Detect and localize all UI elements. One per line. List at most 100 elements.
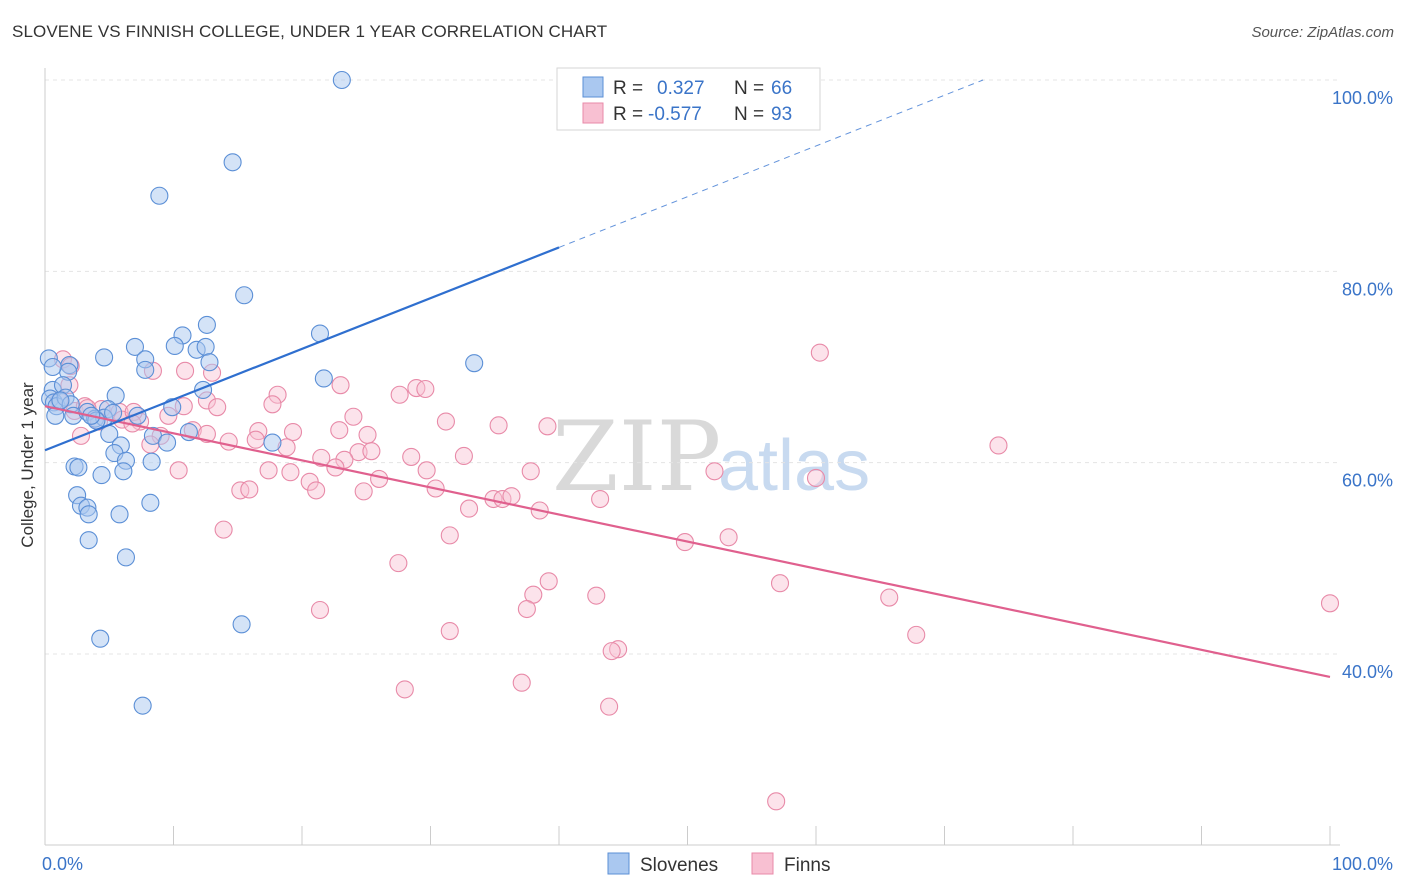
finns-point: [208, 398, 227, 417]
y-tick-label-80: 80.0%: [1342, 279, 1393, 299]
finns-point: [512, 673, 531, 692]
finns-point: [880, 588, 899, 607]
slovenes-point: [125, 337, 144, 356]
finns-point: [459, 499, 479, 518]
finns-point: [416, 379, 435, 399]
slovenes-point: [141, 493, 160, 512]
finns-point: [358, 425, 377, 444]
x-tick-label-0: 0.0%: [42, 854, 83, 874]
finns-point: [344, 407, 363, 426]
slovenes-point: [200, 353, 219, 372]
finns-point: [268, 385, 287, 404]
finns-trend-line: [44, 405, 1331, 679]
bottom-legend: Slovenes Finns: [607, 852, 830, 876]
finns-point: [600, 697, 619, 716]
finns-point: [176, 361, 195, 380]
finns-point: [281, 463, 300, 482]
finns-point: [169, 461, 188, 480]
slovenes-point: [79, 505, 98, 524]
legend-slovenes-n-label: N =: [734, 78, 764, 99]
finns-point: [395, 680, 414, 699]
finns-point: [521, 462, 540, 481]
finns-point: [806, 468, 826, 488]
legend-finns-n-value: 93: [771, 104, 792, 125]
slovenes-trend-extension: [558, 79, 984, 248]
finns-point: [489, 416, 508, 435]
finns-point: [240, 480, 259, 499]
legend-slovenes-n-value: 66: [771, 78, 792, 99]
y-tick-label-40: 40.0%: [1342, 662, 1393, 682]
slovenes-point: [197, 315, 216, 334]
source-credit: Source: ZipAtlas.com: [1251, 24, 1394, 41]
x-tick-label-100: 100.0%: [1332, 854, 1393, 874]
finns-point: [602, 642, 621, 661]
slovenes-trend-line: [44, 246, 560, 452]
finns-point: [389, 554, 408, 573]
finns-point: [436, 412, 455, 431]
slovenes-point: [263, 433, 282, 452]
finns-point: [362, 442, 381, 461]
y-tick-label-100: 100.0%: [1332, 88, 1393, 108]
slovenes-point: [114, 462, 133, 481]
legend-slovenes-r-label: R =: [613, 78, 643, 99]
finns-point: [331, 376, 350, 395]
finns-point: [263, 395, 282, 414]
slovenes-point: [95, 348, 114, 367]
watermark-zip: ZIP: [552, 401, 721, 513]
finns-point: [440, 526, 459, 545]
slovenes-point: [69, 458, 88, 477]
slovenes-point: [136, 360, 155, 379]
slovenes-points: [39, 70, 484, 715]
slovenes-point: [92, 466, 111, 485]
slovenes-point: [332, 70, 351, 90]
axes: [44, 68, 1340, 846]
y-tick-labels: 40.0% 60.0% 80.0% 100.0%: [1332, 88, 1393, 682]
finns-point: [538, 417, 557, 436]
finns-point: [354, 482, 373, 501]
legend-finns-n-label: N =: [734, 104, 764, 125]
finns-point: [454, 446, 473, 466]
slovenes-point: [196, 337, 215, 356]
chart-title: SLOVENE VS FINNISH COLLEGE, UNDER 1 YEAR…: [12, 22, 608, 41]
finns-point: [705, 462, 724, 481]
legend-box: R = 0.327 N = 66 R = -0.577 N = 93: [556, 67, 821, 131]
slovenes-point: [106, 386, 125, 405]
slovenes-point: [43, 357, 62, 377]
finns-point: [770, 574, 790, 593]
bottom-legend-finns: Finns: [784, 855, 830, 876]
finns-point: [402, 447, 421, 466]
slovenes-point: [163, 398, 182, 417]
finns-point: [719, 528, 738, 547]
trend-lines: [44, 79, 1331, 679]
legend-finns-r-label: R =: [613, 104, 643, 125]
finns-point: [1320, 594, 1340, 613]
finns-point: [330, 421, 349, 440]
legend-swatch-slovenes: [582, 76, 604, 98]
slovenes-point: [165, 336, 184, 356]
y-axis-label: College, Under 1 year: [18, 382, 37, 548]
finns-point: [587, 586, 606, 605]
finns-point: [312, 448, 331, 467]
slovenes-point: [465, 354, 484, 373]
slovenes-point: [223, 153, 242, 172]
finns-point: [307, 481, 326, 500]
x-tick-labels: 0.0% 100.0%: [42, 854, 1393, 874]
finns-point: [259, 461, 278, 480]
slovenes-point: [133, 696, 152, 715]
slovenes-point: [110, 505, 129, 524]
finns-point: [349, 443, 368, 462]
slovenes-point: [232, 615, 251, 634]
slovenes-point: [116, 548, 136, 567]
finns-point: [502, 487, 521, 506]
finns-point: [283, 423, 303, 442]
x-axis-ticks: [44, 826, 1331, 845]
slovenes-point: [142, 452, 161, 471]
finns-point: [609, 640, 628, 659]
legend-slovenes-r-value: 0.327: [657, 78, 705, 99]
slovenes-point: [235, 286, 254, 305]
finns-point: [989, 436, 1008, 455]
finns-point: [517, 599, 536, 619]
finns-point: [417, 461, 436, 480]
watermark-atlas: atlas: [718, 426, 870, 506]
